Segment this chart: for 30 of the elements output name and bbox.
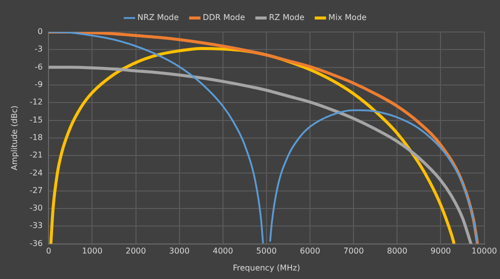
y-tick-label: 0 [38,27,43,36]
y-tick-label: -9 [34,80,43,90]
x-axis-title: Frequency (MHz) [232,263,300,272]
y-tick-label: -27 [30,186,43,195]
y-tick-label: -15 [30,115,43,124]
x-tick-label: 3000 [169,246,190,256]
y-tick-label: -24 [30,168,43,178]
x-tick-label: 10000 [472,246,497,256]
y-tick-label: -6 [34,62,43,72]
x-tick-label: 1000 [82,246,102,256]
y-axis-title: Amplitude (dBc) [10,106,19,170]
y-tick-label: -21 [30,150,43,160]
x-tick-label: 2000 [126,246,146,256]
y-tick-label: -18 [30,132,43,142]
x-tick-label: 5000 [256,246,277,256]
y-tick-label: -30 [30,204,43,213]
y-tick-label: -36 [30,238,43,248]
y-tick-label: -33 [30,221,43,230]
legend-label: RZ Mode [269,13,304,22]
x-tick-label: 9000 [430,246,451,256]
legend-label: NRZ Mode [137,13,179,22]
legend-label: Mix Mode [328,13,367,22]
x-tick-label: 6000 [300,246,320,256]
x-tick-label: 4000 [212,246,234,256]
y-tick-label: -3 [34,44,43,54]
x-tick-label: 8000 [386,246,408,256]
x-tick-label: 7000 [343,246,364,256]
x-tick-label: 0 [46,246,52,256]
y-tick-label: -12 [30,98,43,107]
legend-label: DDR Mode [202,13,246,22]
